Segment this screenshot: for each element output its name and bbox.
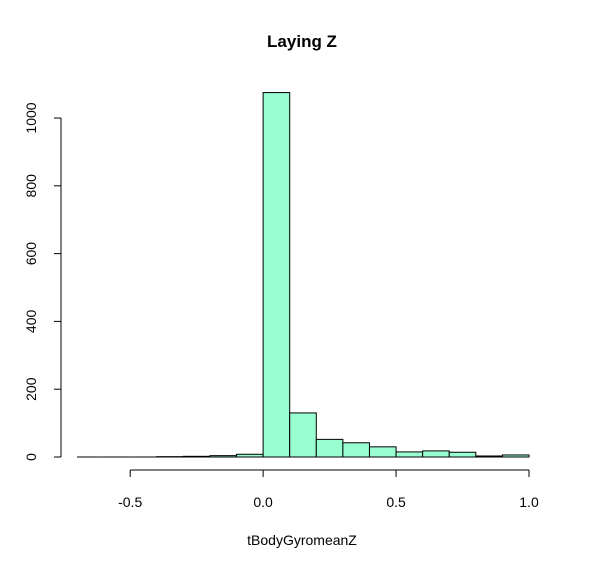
y-tick-label: 400 <box>23 310 39 334</box>
y-tick-label: 800 <box>23 174 39 198</box>
x-tick-label: 0.5 <box>386 494 406 510</box>
y-tick-label: 600 <box>23 242 39 266</box>
histogram-bar <box>209 455 238 458</box>
x-tick-label: 1.0 <box>519 494 539 510</box>
histogram-bar <box>501 454 530 458</box>
y-tick-label: 1000 <box>23 102 39 133</box>
x-tick-label: -0.5 <box>118 494 142 510</box>
histogram-bar <box>182 455 211 458</box>
y-axis: 0 200 400 600 800 1000 <box>23 102 62 461</box>
histogram-bar <box>315 438 344 458</box>
histogram-bar <box>342 442 370 458</box>
y-tick-label: 200 <box>23 377 39 401</box>
histogram-bar <box>448 451 477 458</box>
histogram-bar <box>262 92 291 458</box>
bars-group <box>77 92 530 458</box>
x-axis-label: tBodyGyromeanZ <box>247 532 357 548</box>
y-tick-label: 0 <box>23 453 39 461</box>
histogram-bar <box>236 453 264 458</box>
x-tick-label: 0.0 <box>253 494 273 510</box>
histogram-bar <box>368 446 397 458</box>
histogram-bar <box>422 450 450 458</box>
histogram-bar <box>395 451 424 458</box>
chart-title: Laying Z <box>267 32 337 51</box>
histogram-bar <box>289 412 317 458</box>
x-axis: -0.5 0.0 0.5 1.0 <box>118 469 539 510</box>
histogram-bar <box>475 455 503 458</box>
